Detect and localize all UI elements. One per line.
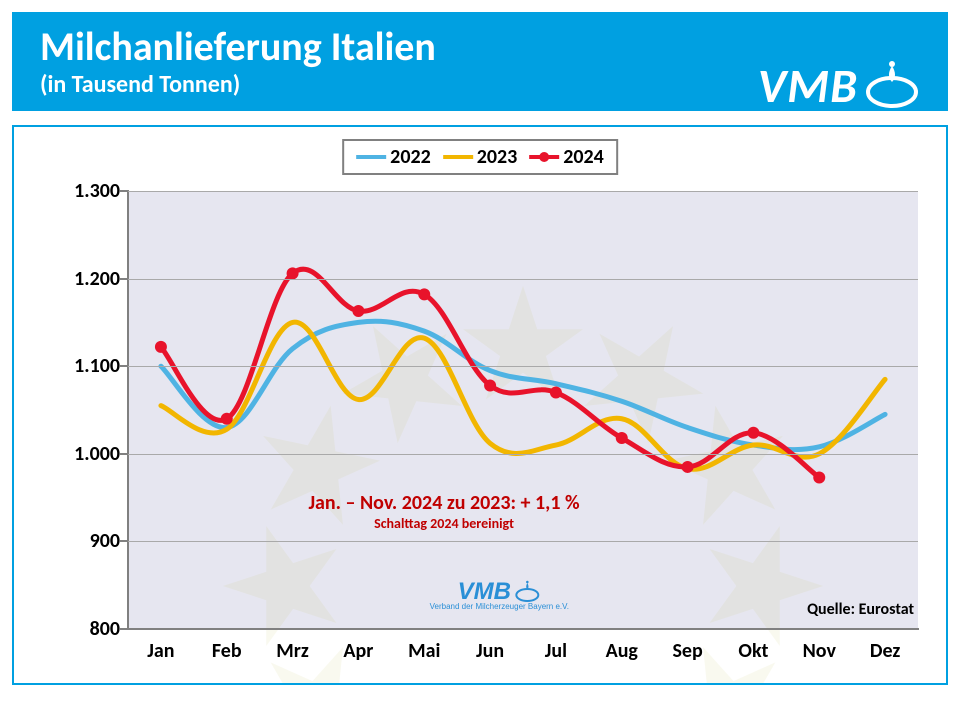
series-marker-2024 <box>813 471 825 483</box>
series-marker-2024 <box>550 386 562 398</box>
x-axis-label: Aug <box>606 639 638 663</box>
legend-label: 2022 <box>390 145 431 169</box>
x-axis-label: Sep <box>672 639 702 663</box>
x-axis-label: Nov <box>803 639 836 663</box>
gridline <box>128 541 918 542</box>
series-line-2022 <box>161 321 885 449</box>
y-axis-tick <box>120 190 128 192</box>
series-marker-2024 <box>287 267 299 279</box>
y-axis-label: 1.300 <box>56 179 120 203</box>
series-marker-2024 <box>155 341 167 353</box>
x-axis-label: Feb <box>212 639 242 663</box>
gridline <box>128 279 918 280</box>
x-axis-label: Mai <box>408 639 440 663</box>
y-axis-label: 1.100 <box>56 354 120 378</box>
series-marker-2024 <box>484 379 496 391</box>
x-axis-label: Okt <box>738 639 768 663</box>
legend-swatch <box>443 155 473 159</box>
y-axis-tick <box>120 540 128 542</box>
annotation-sub: Schalttag 2024 bereinigt <box>374 515 514 532</box>
series-marker-2024 <box>747 427 759 439</box>
legend-swatch <box>529 155 559 159</box>
slide-container: Milchanlieferung Italien (in Tausend Ton… <box>0 0 960 720</box>
x-axis-label: Jan <box>147 639 174 663</box>
plot-area <box>128 191 918 629</box>
source-label: Quelle: Eurostat <box>807 600 914 619</box>
header-bar: Milchanlieferung Italien (in Tausend Ton… <box>12 12 948 111</box>
y-axis-label: 800 <box>56 617 120 641</box>
x-axis-label: Jun <box>476 639 504 663</box>
x-axis-label: Mrz <box>276 639 309 663</box>
legend-item-2024: 2024 <box>529 145 604 169</box>
line-series-svg <box>128 191 918 629</box>
series-line-2023 <box>161 322 885 469</box>
legend-marker-icon <box>539 152 549 162</box>
chart-area: 2022 2023 2024 <box>12 125 948 685</box>
vmb-logo-text: VMB <box>758 56 858 115</box>
legend: 2022 2023 2024 <box>342 139 618 175</box>
legend-swatch <box>356 155 386 159</box>
vmb-swirl-icon <box>864 58 920 114</box>
x-axis-label: Jul <box>545 639 567 663</box>
series-marker-2024 <box>616 432 628 444</box>
vmb-logo-top: VMB <box>758 56 920 115</box>
series-marker-2024 <box>418 288 430 300</box>
series-marker-2024 <box>682 461 694 473</box>
legend-item-2023: 2023 <box>443 145 518 169</box>
y-axis-tick <box>120 628 128 630</box>
gridline <box>128 454 918 455</box>
y-axis-label: 1.200 <box>56 267 120 291</box>
x-axis-label: Dez <box>870 639 900 663</box>
y-axis-tick <box>120 278 128 280</box>
legend-label: 2024 <box>563 145 604 169</box>
gridline <box>128 191 918 192</box>
y-axis-label: 900 <box>56 529 120 553</box>
legend-item-2022: 2022 <box>356 145 431 169</box>
y-axis-tick <box>120 365 128 367</box>
series-marker-2024 <box>221 413 233 425</box>
series-marker-2024 <box>352 305 364 317</box>
legend-label: 2023 <box>477 145 518 169</box>
gridline <box>128 366 918 367</box>
y-axis-label: 1.000 <box>56 442 120 466</box>
y-axis-tick <box>120 453 128 455</box>
x-axis-label: Apr <box>343 639 373 663</box>
annotation-main: Jan. – Nov. 2024 zu 2023: + 1,1 % <box>308 491 579 515</box>
